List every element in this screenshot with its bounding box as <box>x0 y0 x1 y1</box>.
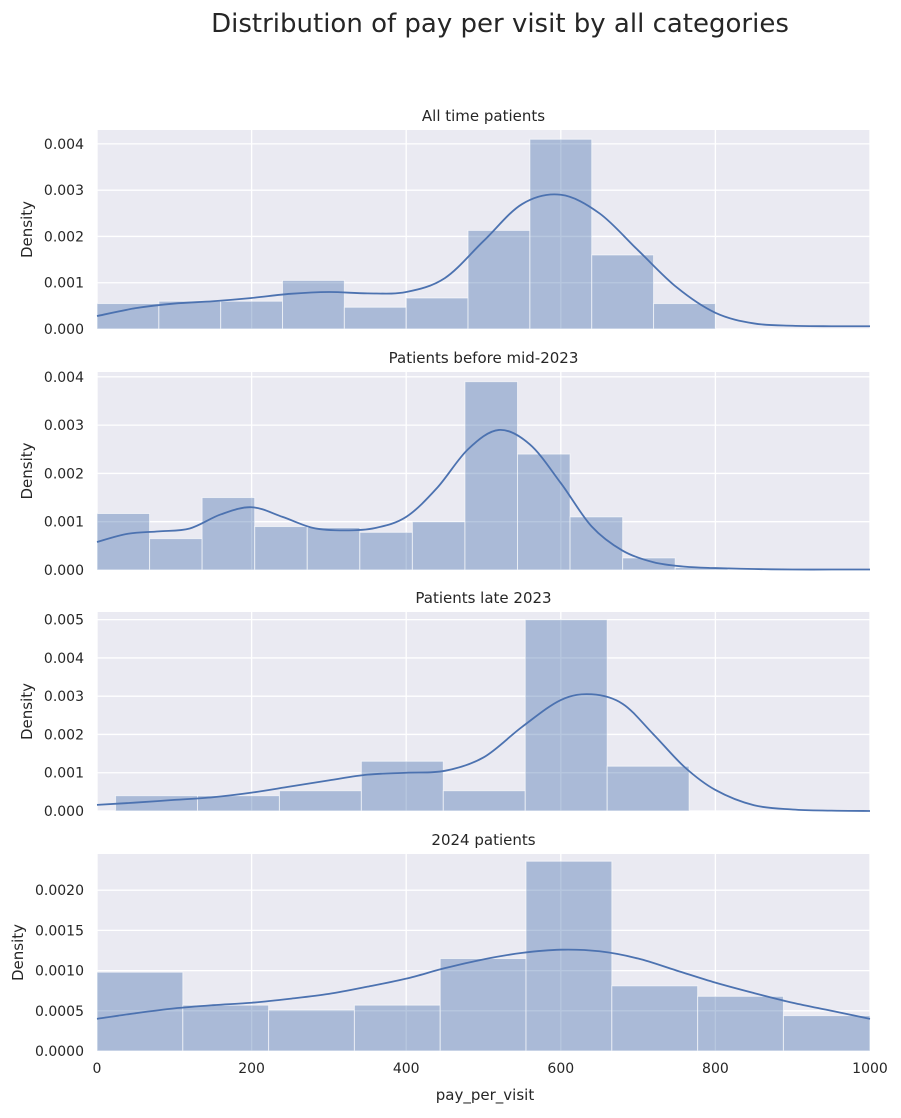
y-tick-label: 0.004 <box>44 651 84 667</box>
x-axis-label: pay_per_visit <box>436 1086 535 1105</box>
y-axis-label: Density <box>18 201 36 258</box>
histogram-bar <box>306 527 361 571</box>
y-tick-label: 0.003 <box>44 689 84 705</box>
y-tick-label: 0.002 <box>44 466 84 482</box>
histogram-bar <box>697 995 784 1052</box>
histogram-bar <box>268 1009 355 1052</box>
y-tick-label: 0.0005 <box>35 1004 84 1020</box>
histogram-bar <box>525 860 613 1052</box>
histogram-bar <box>782 1015 871 1052</box>
x-tick-label: 200 <box>238 1061 265 1077</box>
y-tick-label: 0.0020 <box>35 883 84 899</box>
panel-3: Patients late 2023 0.000 0.001 0.002 0.003 0.… <box>18 589 871 820</box>
y-tick-label: 0.0010 <box>35 964 84 980</box>
y-axis-label: Density <box>18 442 36 499</box>
y-tick-label: 0.001 <box>44 276 84 292</box>
x-tick-label: 400 <box>393 1061 420 1077</box>
histogram-bar <box>96 971 184 1052</box>
histogram-bar <box>343 306 407 330</box>
y-tick-label: 0.000 <box>44 804 84 820</box>
panel-title: Patients late 2023 <box>415 589 551 607</box>
histogram-bar <box>201 497 256 571</box>
histogram-bar <box>442 790 526 812</box>
histogram-bar <box>278 790 362 812</box>
panels: All time patients 0.000 0.001 0.002 0.003 0.0… <box>9 107 888 1077</box>
histogram-bar <box>622 557 676 571</box>
y-tick-label: 0.004 <box>44 370 84 386</box>
x-tick-label: 1000 <box>852 1061 888 1077</box>
y-tick-label: 0.004 <box>44 137 84 153</box>
histogram-bar <box>96 512 151 571</box>
kde-line <box>96 429 870 571</box>
histogram-bar <box>464 381 519 571</box>
kde-line <box>96 948 871 1020</box>
y-tick-label: 0.003 <box>44 183 84 199</box>
x-tick-label: 0 <box>93 1061 102 1077</box>
panel-title: 2024 patients <box>431 831 535 849</box>
histogram-bar <box>439 958 527 1052</box>
histogram-bar <box>96 303 160 330</box>
plot-background <box>97 612 870 811</box>
histogram-bar <box>360 760 444 812</box>
histogram-bar <box>606 765 690 812</box>
y-tick-label: 0.000 <box>44 322 84 338</box>
y-axis-label: Density <box>18 683 36 740</box>
y-tick-label: 0.000 <box>44 563 84 579</box>
plot-background <box>97 372 870 570</box>
histogram-bar <box>220 300 284 330</box>
y-axis-label: Density <box>9 924 27 981</box>
histogram-bar <box>467 229 531 330</box>
y-tick-label: 0.001 <box>44 515 84 531</box>
histogram-bar <box>591 254 655 330</box>
x-tick-label: 600 <box>547 1061 574 1077</box>
y-tick-label: 0.005 <box>44 613 84 629</box>
panel-1: All time patients 0.000 0.001 0.002 0.003 0.0… <box>18 107 871 338</box>
histogram-bar <box>405 297 469 330</box>
plot-background <box>97 130 870 329</box>
y-tick-label: 0.0000 <box>35 1044 84 1060</box>
kde-line <box>96 193 871 328</box>
y-tick-label: 0.0015 <box>35 923 84 939</box>
plot-background <box>97 854 870 1051</box>
panel-title: Patients before mid-2023 <box>389 349 579 367</box>
histogram-bar <box>158 300 222 330</box>
histogram-bar <box>254 526 308 571</box>
histogram-bar <box>359 531 413 571</box>
histogram-bar <box>282 279 345 330</box>
panel-2: Patients before mid-2023 0.000 0.001 0.002 0… <box>18 349 871 579</box>
histogram-bar <box>411 521 466 571</box>
histogram-bar <box>353 1004 441 1052</box>
y-tick-label: 0.001 <box>44 766 84 782</box>
panel-4: 2024 patients 0.0000 0.0005 0.0010 0.0015 0.0… <box>9 831 888 1077</box>
histogram-bar <box>149 538 203 571</box>
panel-title: All time patients <box>422 107 545 125</box>
x-tick-label: 800 <box>702 1061 729 1077</box>
y-tick-label: 0.002 <box>44 727 84 743</box>
kde-line <box>96 693 871 812</box>
y-tick-label: 0.003 <box>44 418 84 434</box>
histogram-bar <box>529 138 593 330</box>
histogram-bar <box>524 619 608 812</box>
y-tick-label: 0.002 <box>44 229 84 245</box>
chart-title: Distribution of pay per visit by all cat… <box>211 9 789 39</box>
histogram-bar <box>517 453 571 571</box>
histogram-bar <box>611 985 699 1052</box>
histogram-bar <box>182 1004 270 1052</box>
histogram-bar <box>569 516 624 571</box>
